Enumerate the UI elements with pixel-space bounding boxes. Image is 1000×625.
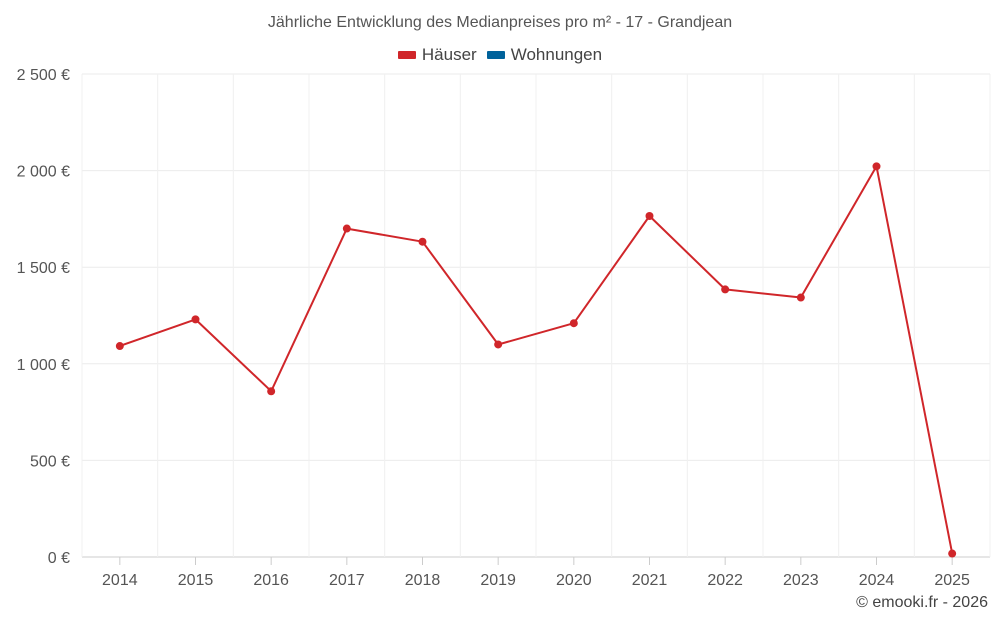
- legend-item-wohnungen[interactable]: Wohnungen: [486, 45, 603, 65]
- x-tick-label: 2014: [102, 572, 138, 589]
- y-tick-label: 2 500 €: [17, 67, 70, 84]
- grid-layer: [81, 73, 991, 558]
- data-point[interactable]: [721, 285, 730, 294]
- legend-label-wohnungen: Wohnungen: [510, 45, 603, 64]
- data-point[interactable]: [418, 237, 427, 246]
- axis-layer: 0 € 500 € 1 000 € 1 500 € 2 000 € 2 500 € 2014…: [17, 67, 970, 589]
- x-tick-label: 2024: [859, 572, 895, 589]
- data-point[interactable]: [796, 293, 805, 302]
- y-tick-label: 2 000 €: [17, 164, 70, 181]
- legend: Häuser Wohnungen: [0, 45, 1000, 65]
- data-point[interactable]: [872, 162, 881, 171]
- legend-item-haeuser[interactable]: Häuser: [397, 45, 477, 65]
- x-tick-label: 2015: [178, 572, 214, 589]
- x-tick-label: 2021: [632, 572, 668, 589]
- data-point[interactable]: [645, 212, 654, 221]
- chart-title: Jährliche Entwicklung des Medianpreises …: [267, 14, 733, 31]
- y-tick-label: 0 €: [48, 550, 70, 567]
- legend-swatch-wohnungen: [486, 51, 505, 59]
- x-tick-label: 2019: [480, 572, 516, 589]
- data-point[interactable]: [342, 224, 351, 233]
- y-tick-label: 500 €: [30, 453, 70, 470]
- data-point[interactable]: [948, 549, 957, 558]
- data-point[interactable]: [569, 319, 578, 328]
- legend-swatch-haeuser: [397, 51, 416, 59]
- y-tick-label: 1 000 €: [17, 357, 70, 374]
- data-point[interactable]: [267, 387, 276, 396]
- series-layer: [115, 162, 957, 558]
- x-tick-label: 2017: [329, 572, 365, 589]
- data-point[interactable]: [191, 315, 200, 324]
- x-tick-label: 2022: [707, 572, 743, 589]
- x-tick-label: 2020: [556, 572, 592, 589]
- x-tick-label: 2018: [405, 572, 441, 589]
- series-line: [119, 165, 954, 554]
- data-point[interactable]: [494, 340, 503, 349]
- y-tick-label: 1 500 €: [17, 260, 70, 277]
- copyright-credit: © emooki.fr - 2026: [856, 594, 988, 611]
- x-tick-label: 2023: [783, 572, 819, 589]
- legend-label-haeuser: Häuser: [421, 45, 477, 64]
- x-tick-label: 2025: [934, 572, 970, 589]
- x-tick-label: 2016: [253, 572, 289, 589]
- data-point[interactable]: [115, 342, 124, 351]
